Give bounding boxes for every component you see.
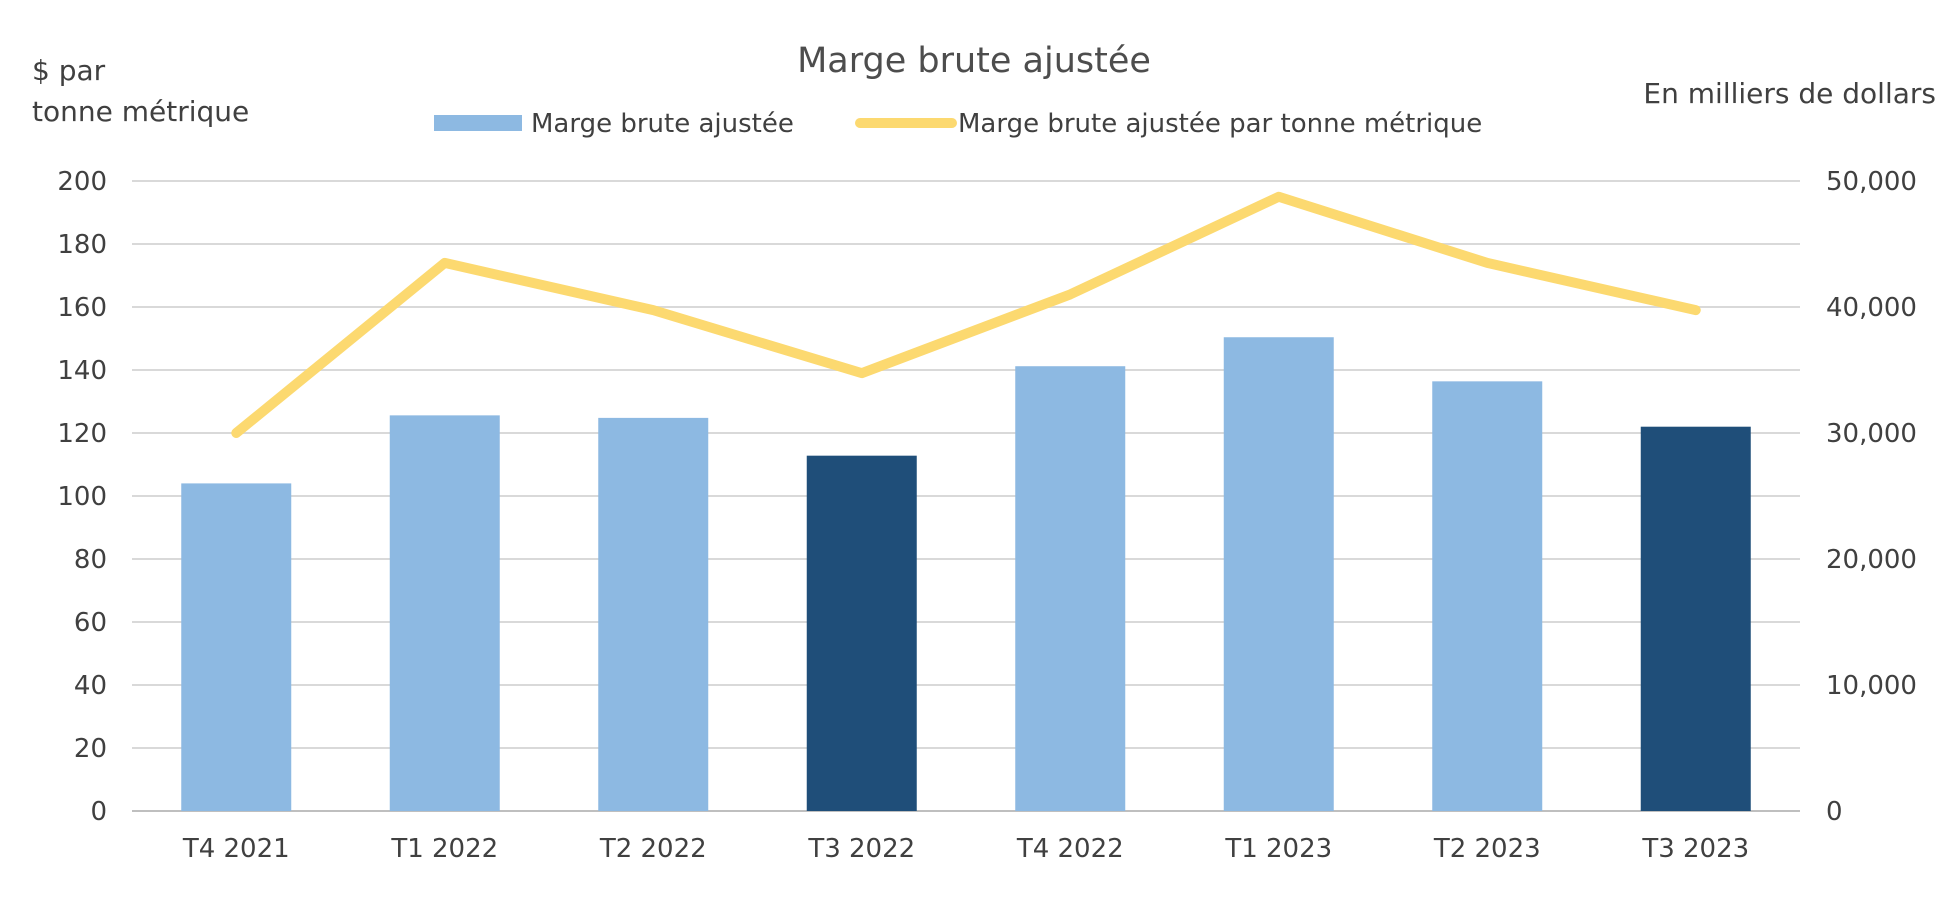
bar-t3-2023 bbox=[1640, 426, 1751, 811]
line-point bbox=[652, 309, 654, 311]
bar-t2-2022 bbox=[598, 417, 709, 811]
x-tick-label: T2 2023 bbox=[1433, 834, 1541, 864]
line-point bbox=[861, 372, 863, 374]
legend-label-line: Marge brute ajustée par tonne métrique bbox=[958, 109, 1482, 139]
legend-swatch-bar bbox=[434, 115, 522, 131]
x-tick-label: T1 2022 bbox=[390, 834, 498, 864]
line-per-tonne bbox=[231, 191, 1701, 438]
right-tick-label: 50,000 bbox=[1826, 167, 1917, 197]
right-tick-label: 10,000 bbox=[1826, 671, 1917, 701]
left-tick-label: 0 bbox=[90, 797, 107, 827]
line-point bbox=[444, 262, 446, 264]
right-tick-label: 30,000 bbox=[1826, 419, 1917, 449]
x-tick-label: T4 2022 bbox=[1016, 834, 1124, 864]
left-tick-label: 140 bbox=[57, 356, 107, 386]
x-tick-label: T3 2023 bbox=[1641, 834, 1749, 864]
left-tick-label: 20 bbox=[74, 734, 107, 764]
legend: Marge brute ajustée Marge brute ajustée … bbox=[434, 109, 1482, 139]
line-point bbox=[1069, 293, 1071, 295]
x-tick-label: T3 2022 bbox=[807, 834, 915, 864]
right-axis-title: En milliers de dollars bbox=[1643, 77, 1936, 110]
right-tick-label: 20,000 bbox=[1826, 545, 1917, 575]
bar-t4-2021 bbox=[181, 483, 292, 811]
bar-t3-2022 bbox=[806, 455, 917, 811]
left-axis-title: $ par tonne métrique bbox=[32, 54, 249, 128]
line-point bbox=[1486, 262, 1488, 264]
left-tick-label: 40 bbox=[74, 671, 107, 701]
bar-t1-2023 bbox=[1223, 337, 1334, 811]
left-axis-title-line-1: $ par bbox=[32, 54, 106, 87]
left-tick-label: 100 bbox=[57, 482, 107, 512]
right-tick-label: 0 bbox=[1826, 797, 1843, 827]
x-tick-label: T2 2022 bbox=[599, 834, 707, 864]
bar-t1-2022 bbox=[389, 415, 500, 811]
bar-t4-2022 bbox=[1015, 366, 1126, 811]
left-tick-label: 180 bbox=[57, 230, 107, 260]
left-tick-label: 160 bbox=[57, 293, 107, 323]
axes: 0 20 40 60 80 100 120 140 160 180 200 0 10,000 20,000… bbox=[57, 167, 1917, 864]
right-tick-label: 40,000 bbox=[1826, 293, 1917, 323]
left-axis-title-line-2: tonne métrique bbox=[32, 95, 249, 128]
legend-label-bar: Marge brute ajustée bbox=[531, 109, 794, 139]
bar-t2-2023 bbox=[1432, 381, 1543, 811]
x-tick-label: T1 2023 bbox=[1224, 834, 1332, 864]
x-tick-label: T4 2021 bbox=[182, 834, 290, 864]
line-point bbox=[1695, 309, 1697, 311]
line-series bbox=[231, 191, 1701, 438]
left-tick-label: 120 bbox=[57, 419, 107, 449]
line-point bbox=[235, 432, 237, 434]
left-tick-label: 80 bbox=[74, 545, 107, 575]
line-point bbox=[1278, 196, 1280, 198]
bar-series bbox=[181, 337, 1751, 811]
left-tick-label: 60 bbox=[74, 608, 107, 638]
left-tick-label: 200 bbox=[57, 167, 107, 197]
chart-title: Marge brute ajustée bbox=[797, 41, 1151, 81]
